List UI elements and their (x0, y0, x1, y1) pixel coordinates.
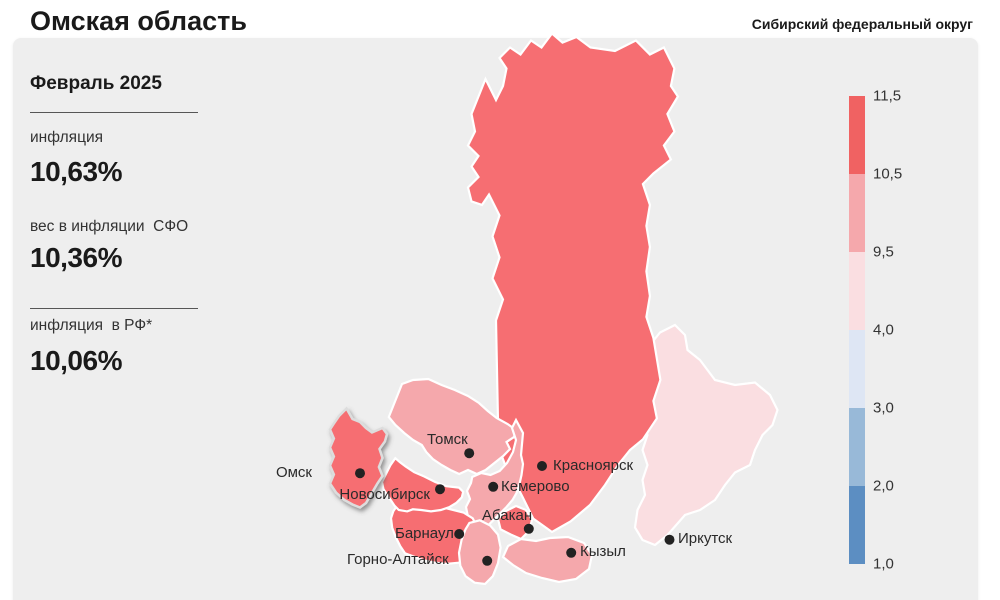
svg-text:Томск: Томск (427, 431, 468, 448)
svg-text:Барнаул: Барнаул (395, 525, 454, 542)
svg-text:Иркутск: Иркутск (678, 530, 733, 547)
svg-text:Новосибирск: Новосибирск (339, 486, 430, 503)
svg-text:Абакан: Абакан (482, 507, 532, 524)
svg-text:Кемерово: Кемерово (501, 478, 570, 495)
svg-text:Омск: Омск (276, 464, 312, 481)
svg-text:Кызыл: Кызыл (580, 543, 626, 560)
svg-text:Красноярск: Красноярск (553, 457, 634, 474)
svg-text:Горно-Алтайск: Горно-Алтайск (347, 551, 449, 568)
